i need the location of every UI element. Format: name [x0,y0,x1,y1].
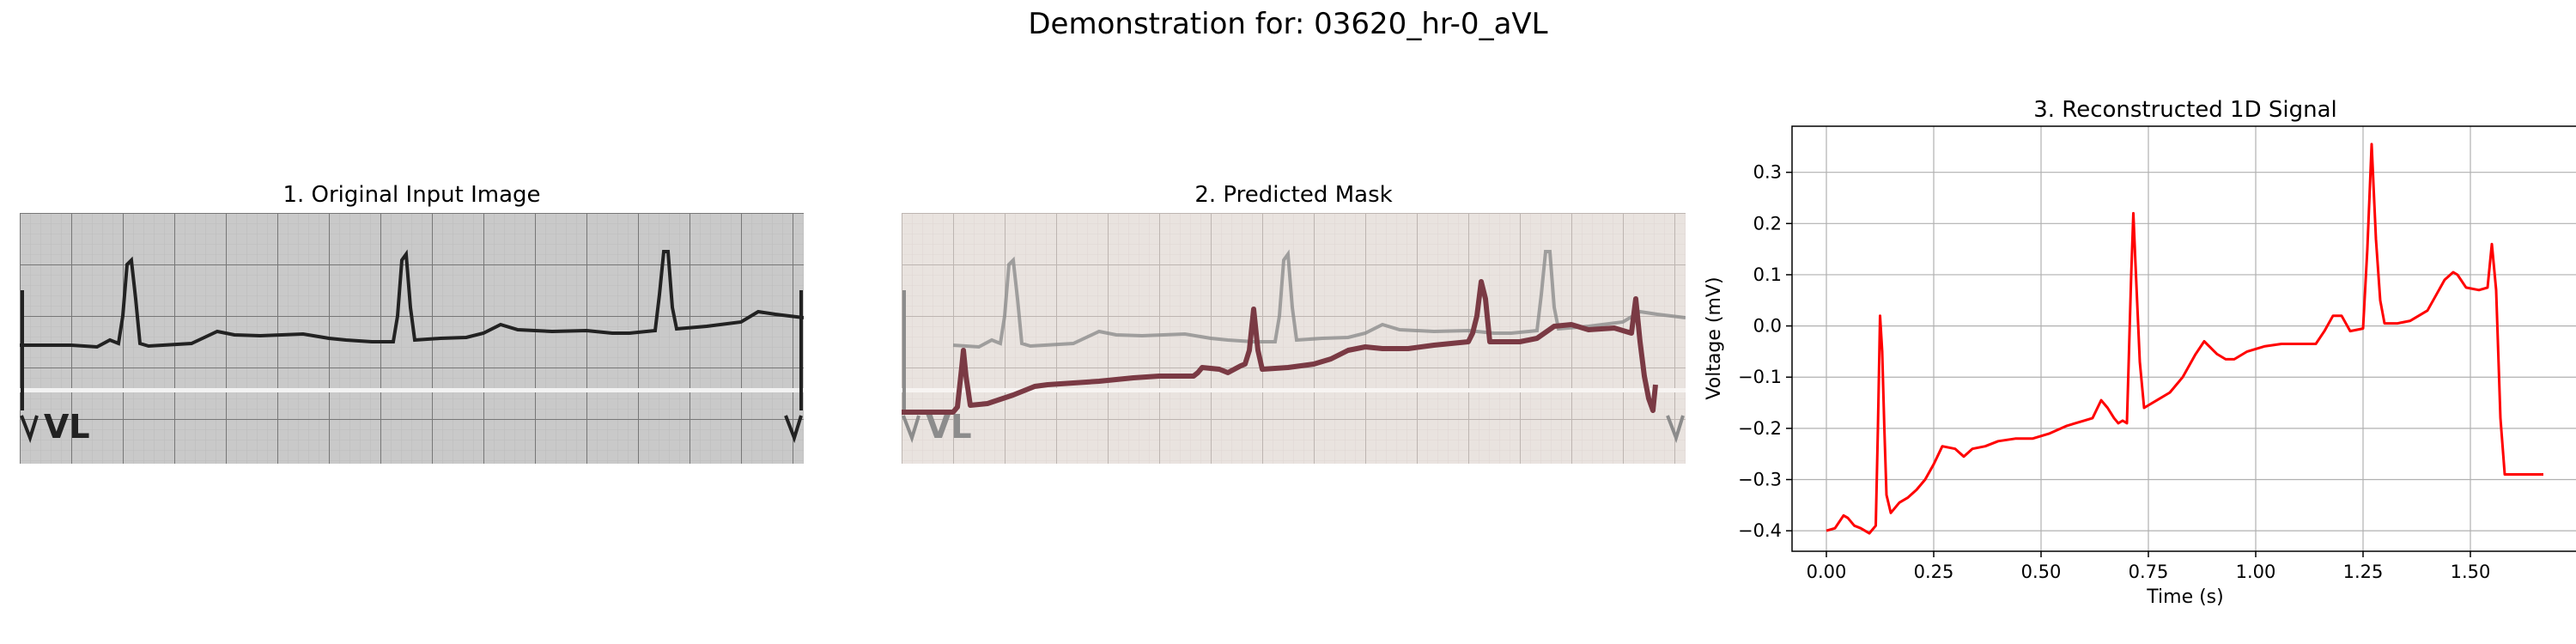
figure-suptitle: Demonstration for: 03620_hr-0_aVL [1028,7,1548,41]
lead-marker-left [20,290,39,444]
y-tick-label: −0.2 [1738,418,1782,439]
chart-title: 3. Reconstructed 1D Signal [2033,97,2337,123]
x-tick-label: 0.75 [2129,562,2169,582]
original-input-image: VL [20,213,804,464]
ecg-trace [20,249,804,349]
x-axis-ticks: 0.00 0.25 0.50 0.75 1.00 1.25 1.50 [1807,551,2491,582]
faded-lead-marker [902,290,1685,444]
x-tick-label: 1.00 [2236,562,2276,582]
predicted-mask-title: 2. Predicted Mask [1194,182,1393,208]
faded-ecg-trace [952,249,1686,349]
lead-marker-right [784,290,803,444]
lead-label: VL [44,408,90,446]
chart-grid [1792,126,2576,551]
predicted-mask-image: VL [902,213,1686,464]
x-tick-label: 0.25 [1914,562,1954,582]
x-axis-label: Time (s) [2146,586,2223,608]
y-axis-label: Voltage (mV) [1704,276,1725,399]
x-tick-label: 0.00 [1807,562,1847,582]
y-tick-label: −0.4 [1738,520,1782,541]
original-image-title: 1. Original Input Image [283,182,541,208]
y-tick-label: −0.1 [1738,367,1782,387]
y-tick-label: 0.1 [1753,264,1782,285]
signal-line [1826,143,2543,535]
y-tick-label: 0.2 [1753,213,1782,234]
plot-frame [1791,125,2576,552]
x-tick-label: 0.50 [2021,562,2062,582]
x-tick-label: 1.50 [2451,562,2491,582]
y-tick-label: 0.3 [1753,162,1782,183]
y-tick-label: 0.0 [1753,316,1782,337]
mask-overlay [902,279,1658,415]
x-tick-label: 1.25 [2343,562,2384,582]
y-axis-ticks: −0.4 −0.3 −0.2 −0.1 0.0 0.1 0.2 0.3 [1738,162,1792,541]
y-tick-label: −0.3 [1738,470,1782,490]
